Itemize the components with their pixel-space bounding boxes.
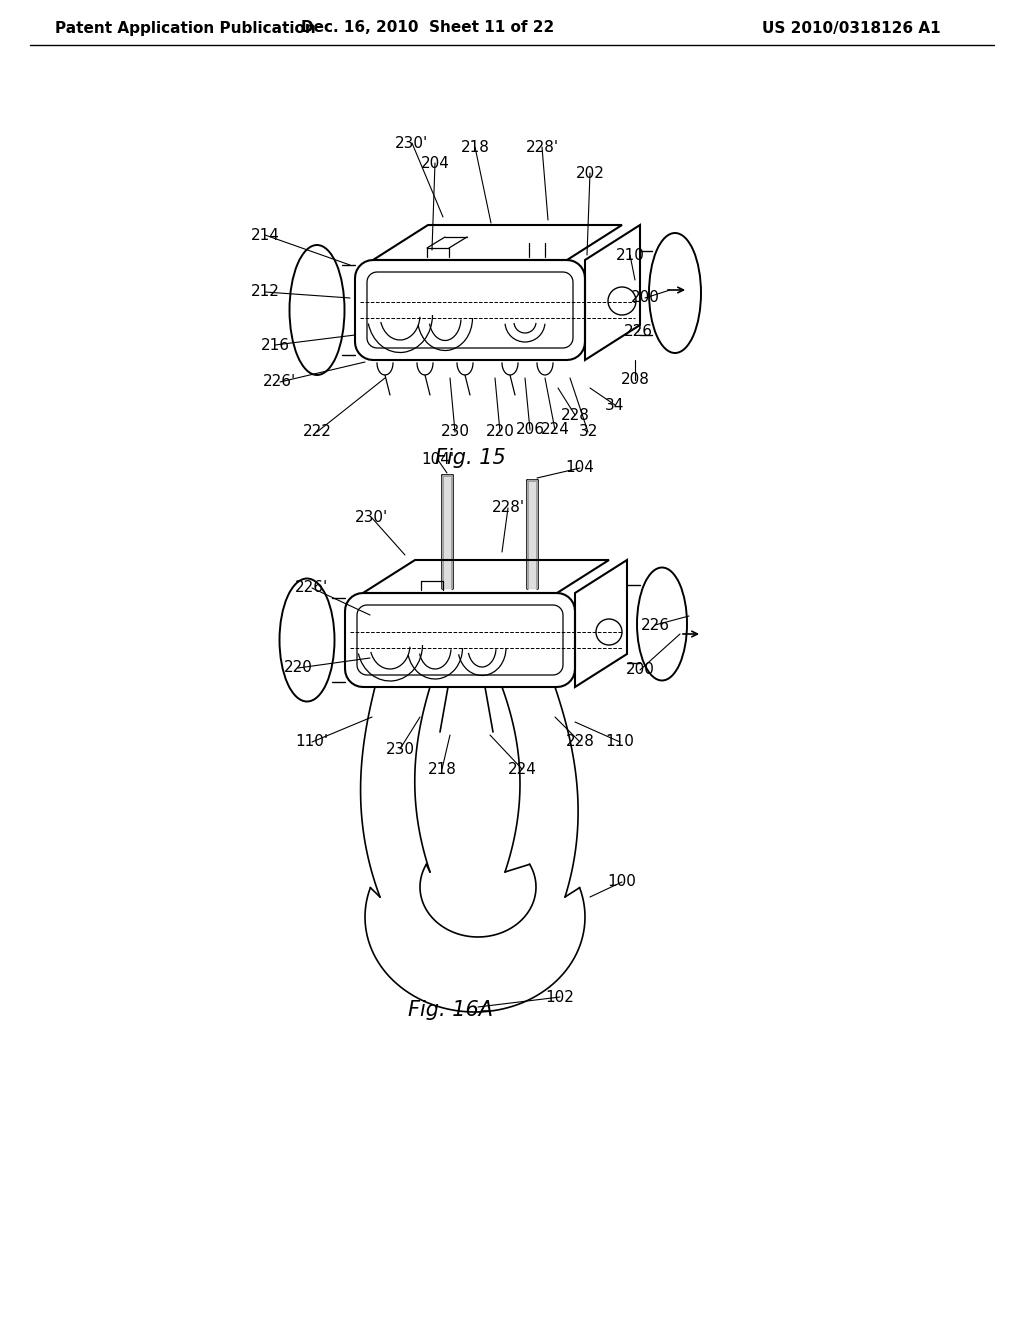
Text: 100: 100 xyxy=(607,874,637,890)
Text: 208: 208 xyxy=(621,372,649,388)
Text: 32: 32 xyxy=(579,425,598,440)
Text: Dec. 16, 2010  Sheet 11 of 22: Dec. 16, 2010 Sheet 11 of 22 xyxy=(301,21,555,36)
Text: 104: 104 xyxy=(565,461,595,475)
Text: 110': 110' xyxy=(296,734,329,750)
Text: 230: 230 xyxy=(385,742,415,756)
Text: 104': 104' xyxy=(422,453,455,467)
Text: 200: 200 xyxy=(631,290,659,305)
Text: 212: 212 xyxy=(251,285,280,300)
Text: 230': 230' xyxy=(355,511,389,525)
Text: 202: 202 xyxy=(575,165,604,181)
Text: 228: 228 xyxy=(560,408,590,422)
Text: 200: 200 xyxy=(626,663,654,677)
Text: 226': 226' xyxy=(263,375,297,389)
Text: 204: 204 xyxy=(421,156,450,170)
Text: 230: 230 xyxy=(440,425,469,440)
Text: 34: 34 xyxy=(605,397,625,412)
Polygon shape xyxy=(442,475,452,587)
Text: US 2010/0318126 A1: US 2010/0318126 A1 xyxy=(762,21,941,36)
Text: 228': 228' xyxy=(492,500,524,516)
Text: 230': 230' xyxy=(395,136,429,150)
Text: Fig. 15: Fig. 15 xyxy=(434,447,506,469)
Text: 224: 224 xyxy=(541,422,569,437)
Text: 220: 220 xyxy=(485,425,514,440)
Text: 206: 206 xyxy=(515,422,545,437)
Text: 222: 222 xyxy=(302,425,332,440)
Text: 226': 226' xyxy=(295,581,329,595)
Polygon shape xyxy=(527,480,537,587)
Text: 102: 102 xyxy=(546,990,574,1005)
Text: Patent Application Publication: Patent Application Publication xyxy=(55,21,315,36)
Text: 228: 228 xyxy=(565,734,595,750)
Text: Fig. 16A: Fig. 16A xyxy=(408,1001,493,1020)
Text: 218: 218 xyxy=(461,140,489,154)
Text: 220: 220 xyxy=(284,660,312,676)
Text: 228': 228' xyxy=(525,140,558,154)
Text: 210: 210 xyxy=(615,248,644,263)
Text: 218: 218 xyxy=(428,762,457,776)
Text: 214: 214 xyxy=(251,227,280,243)
Text: 216: 216 xyxy=(260,338,290,352)
Text: 224: 224 xyxy=(508,762,537,776)
Text: 226: 226 xyxy=(640,618,670,632)
Text: 226: 226 xyxy=(624,325,652,339)
Text: 110: 110 xyxy=(605,734,635,750)
